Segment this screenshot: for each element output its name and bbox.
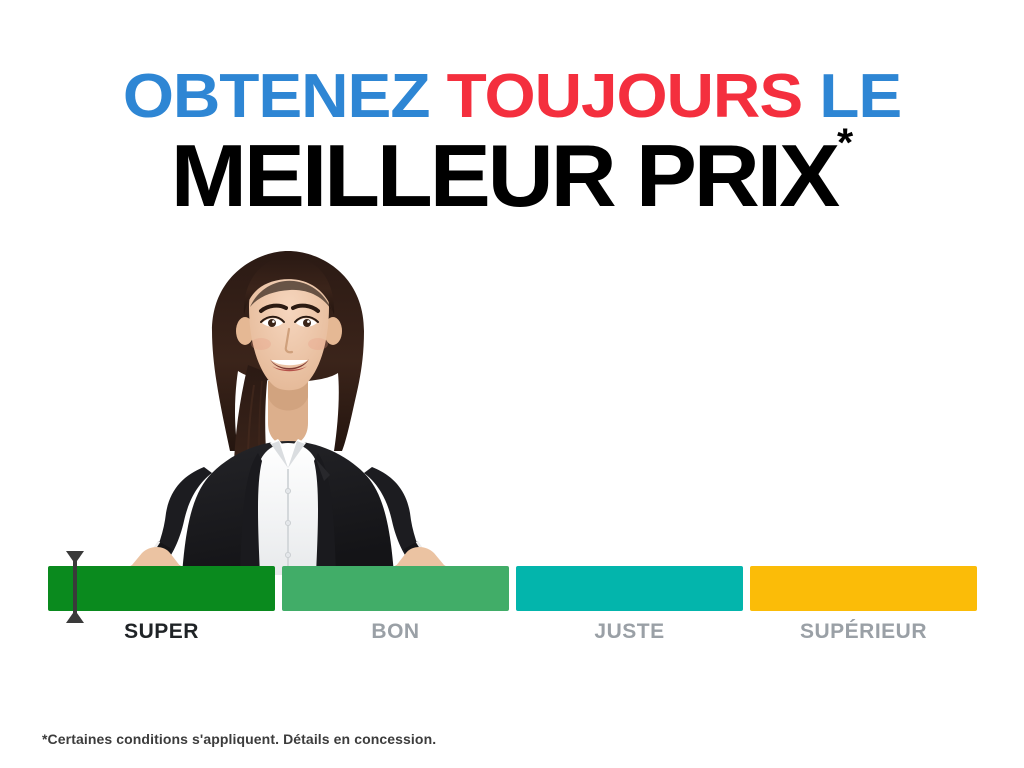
- rating-segment-superieur[interactable]: [750, 566, 977, 611]
- rating-segment-super[interactable]: [48, 566, 275, 611]
- rating-segment-juste[interactable]: [516, 566, 743, 611]
- rating-label-bon: BON: [371, 620, 420, 643]
- headline-line-1: OBTENEZ TOUJOURS LE: [0, 66, 1024, 128]
- price-position-marker: [64, 549, 86, 625]
- headline-words-meilleur-prix: MEILLEUR PRIX: [170, 126, 840, 225]
- legal-footnote: *Certaines conditions s'appliquent. Déta…: [42, 731, 437, 747]
- rating-label-juste: JUSTE: [594, 620, 665, 643]
- headline-word-toujours: TOUJOURS: [446, 62, 820, 131]
- headline-block: OBTENEZ TOUJOURS LE MEILLEUR PRIX*: [0, 66, 1024, 220]
- headline-line-2: MEILLEUR PRIX*: [0, 123, 1024, 220]
- businesswoman-photo: [62, 245, 514, 575]
- price-rating-bar: [48, 566, 977, 611]
- headline-word-le: LE: [819, 62, 902, 131]
- rating-label-super: SUPER: [124, 620, 199, 643]
- headline-word-obtenez: OBTENEZ: [122, 62, 447, 131]
- rating-segment-bon[interactable]: [282, 566, 509, 611]
- price-rating-labels: SUPER BON JUSTE SUPÉRIEUR: [48, 620, 977, 650]
- rating-label-superieur: SUPÉRIEUR: [799, 620, 928, 643]
- headline-asterisk: *: [837, 120, 854, 165]
